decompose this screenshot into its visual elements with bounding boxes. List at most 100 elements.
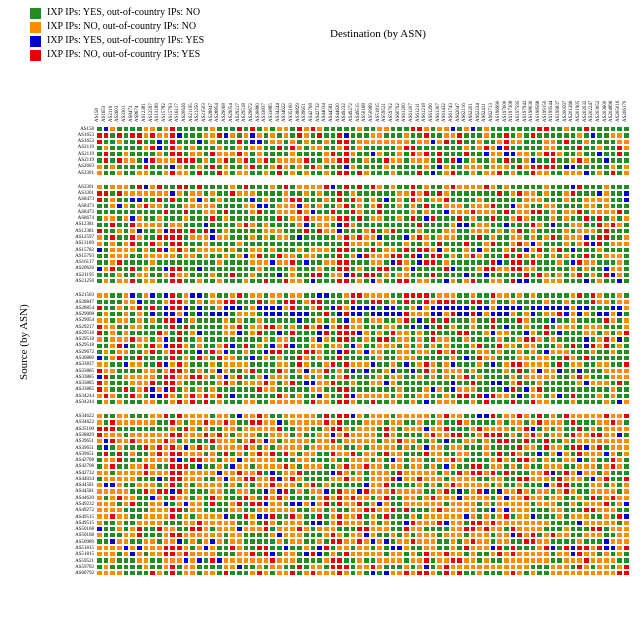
y-tick: AS44034 [75, 477, 94, 482]
y-tick: AS33885 [75, 387, 94, 392]
x-tick: AS28847 [209, 103, 214, 122]
y-tick: AS49515 [75, 521, 94, 526]
heatmap-row-gap [96, 176, 630, 184]
y-tick: AS28854 [75, 306, 94, 311]
y-tick: AS29054 [75, 318, 94, 323]
x-tick: AS206170 [623, 101, 628, 122]
x-tick: AS62116 [462, 103, 467, 122]
y-tick: AS59702 [75, 565, 94, 570]
x-tick: AS29008 [222, 103, 227, 122]
x-tick: AS21195 [189, 103, 194, 122]
y-tick: AS44620 [75, 496, 94, 501]
x-tick: AS61307 [436, 103, 441, 122]
x-tick: AS30880 [256, 103, 261, 122]
y-tick: AS49272 [75, 508, 94, 513]
x-tick: AS15793 [169, 103, 174, 122]
y-tick: AS21503 [75, 293, 94, 298]
x-tick: AS28854 [215, 103, 220, 122]
y-tick: AS2119 [78, 145, 94, 150]
legend-swatch [30, 36, 41, 47]
x-tick: AS50168 [362, 103, 367, 122]
x-tick: AS8473 [129, 106, 134, 122]
x-tick: AS29054 [229, 103, 234, 122]
x-tick: AS33885 [269, 103, 274, 122]
x-tick: AS198568 [536, 101, 541, 122]
y-tick: AS158 [80, 127, 94, 132]
y-tick: AS33885 [75, 375, 94, 380]
x-tick: AS61218 [422, 103, 427, 122]
legend-label: IXP IPs: NO, out-of-country IPs: NO [47, 20, 196, 34]
y-tick: AS12381 [75, 222, 94, 227]
y-tick: AS1653 [78, 139, 94, 144]
x-tick: AS199150 [543, 101, 548, 122]
x-tick: AS50989 [369, 103, 374, 122]
y-tick: AS38829 [75, 433, 94, 438]
x-tick: AS42732 [316, 103, 321, 122]
x-tick: AS44620 [336, 103, 341, 122]
legend-swatch [30, 22, 41, 33]
x-tick: AS62201 [469, 103, 474, 122]
y-tick: AS29008 [75, 312, 94, 317]
x-tick: AS16117 [175, 103, 180, 122]
y-tick: AS3301 [78, 171, 94, 176]
y-tick: AS49515 [75, 515, 94, 520]
y-tick: AS29518 [75, 337, 94, 342]
x-tick: AS62047 [456, 103, 461, 122]
x-tick: AS196990 [496, 101, 501, 122]
legend-item: IXP IPs: NO, out-of-country IPs: YES [30, 48, 204, 62]
x-tick: AS29672 [249, 103, 254, 122]
x-tick: AS61290 [429, 103, 434, 122]
legend-label: IXP IPs: YES, out-of-country IPs: YES [47, 34, 204, 48]
x-tick: AS49232 [342, 103, 347, 122]
x-tick: AS15782 [162, 103, 167, 122]
y-tick: AS8674 [78, 216, 94, 221]
heatmap-grid [96, 126, 630, 576]
x-tick: AS199544 [549, 101, 554, 122]
x-tick: AS8674 [135, 106, 140, 122]
y-tick: AS21195 [75, 273, 94, 278]
x-tick: AS2119 [109, 106, 114, 122]
y-tick: AS39651 [75, 452, 94, 457]
x-tick: AS29217 [236, 103, 241, 122]
y-tick: AS51815 [75, 546, 94, 551]
x-tick: AS2603 [115, 106, 120, 122]
x-tick: AS60792 [396, 103, 401, 122]
legend-label: IXP IPs: YES, out-of-country IPs: NO [47, 6, 200, 20]
x-tick: AS59702 [389, 103, 394, 122]
legend-label: IXP IPs: NO, out-of-country IPs: YES [47, 48, 200, 62]
x-tick: AS197000 [503, 101, 508, 122]
y-tick: AS20626 [75, 266, 94, 271]
y-tick: AS59521 [75, 559, 94, 564]
legend-item: IXP IPs: YES, out-of-country IPs: YES [30, 34, 204, 48]
x-tick: AS197308 [509, 101, 514, 122]
x-tick: AS204896 [609, 101, 614, 122]
x-tick: AS21250 [195, 103, 200, 122]
heatmap-row-gap [96, 405, 630, 413]
x-tick: AS62411 [482, 103, 487, 122]
y-tick: AS8473 [78, 197, 94, 202]
x-tick: AS61743 [449, 103, 454, 122]
x-tick: AS62234 [476, 103, 481, 122]
y-tick: AS2119 [78, 152, 94, 157]
x-tick: AS34622 [282, 103, 287, 122]
y-tick: AS29217 [75, 325, 94, 330]
y-tick: AS3301 [78, 185, 94, 190]
x-tick: AS34244 [276, 103, 281, 122]
y-tick: AS42708 [75, 458, 94, 463]
y-tick: AS50989 [75, 540, 94, 545]
x-tick: AS20626 [182, 103, 187, 122]
y-tick: AS42732 [75, 471, 94, 476]
x-tick: AS21503 [202, 103, 207, 122]
y-axis-title: Source (by ASN) [18, 304, 30, 380]
y-tick: AS60792 [75, 571, 94, 576]
y-tick: AS29518 [75, 343, 94, 348]
y-tick: AS28847 [75, 300, 94, 305]
y-tick: AS15782 [75, 248, 94, 253]
y-tick: AS49232 [75, 502, 94, 507]
y-tick: AS33885 [75, 381, 94, 386]
y-tick: AS8473 [78, 204, 94, 209]
y-tick: AS2119 [78, 158, 94, 163]
y-tick: AS39651 [75, 446, 94, 451]
x-tick: AS12381 [142, 103, 147, 122]
y-tick: AS29672 [75, 350, 94, 355]
